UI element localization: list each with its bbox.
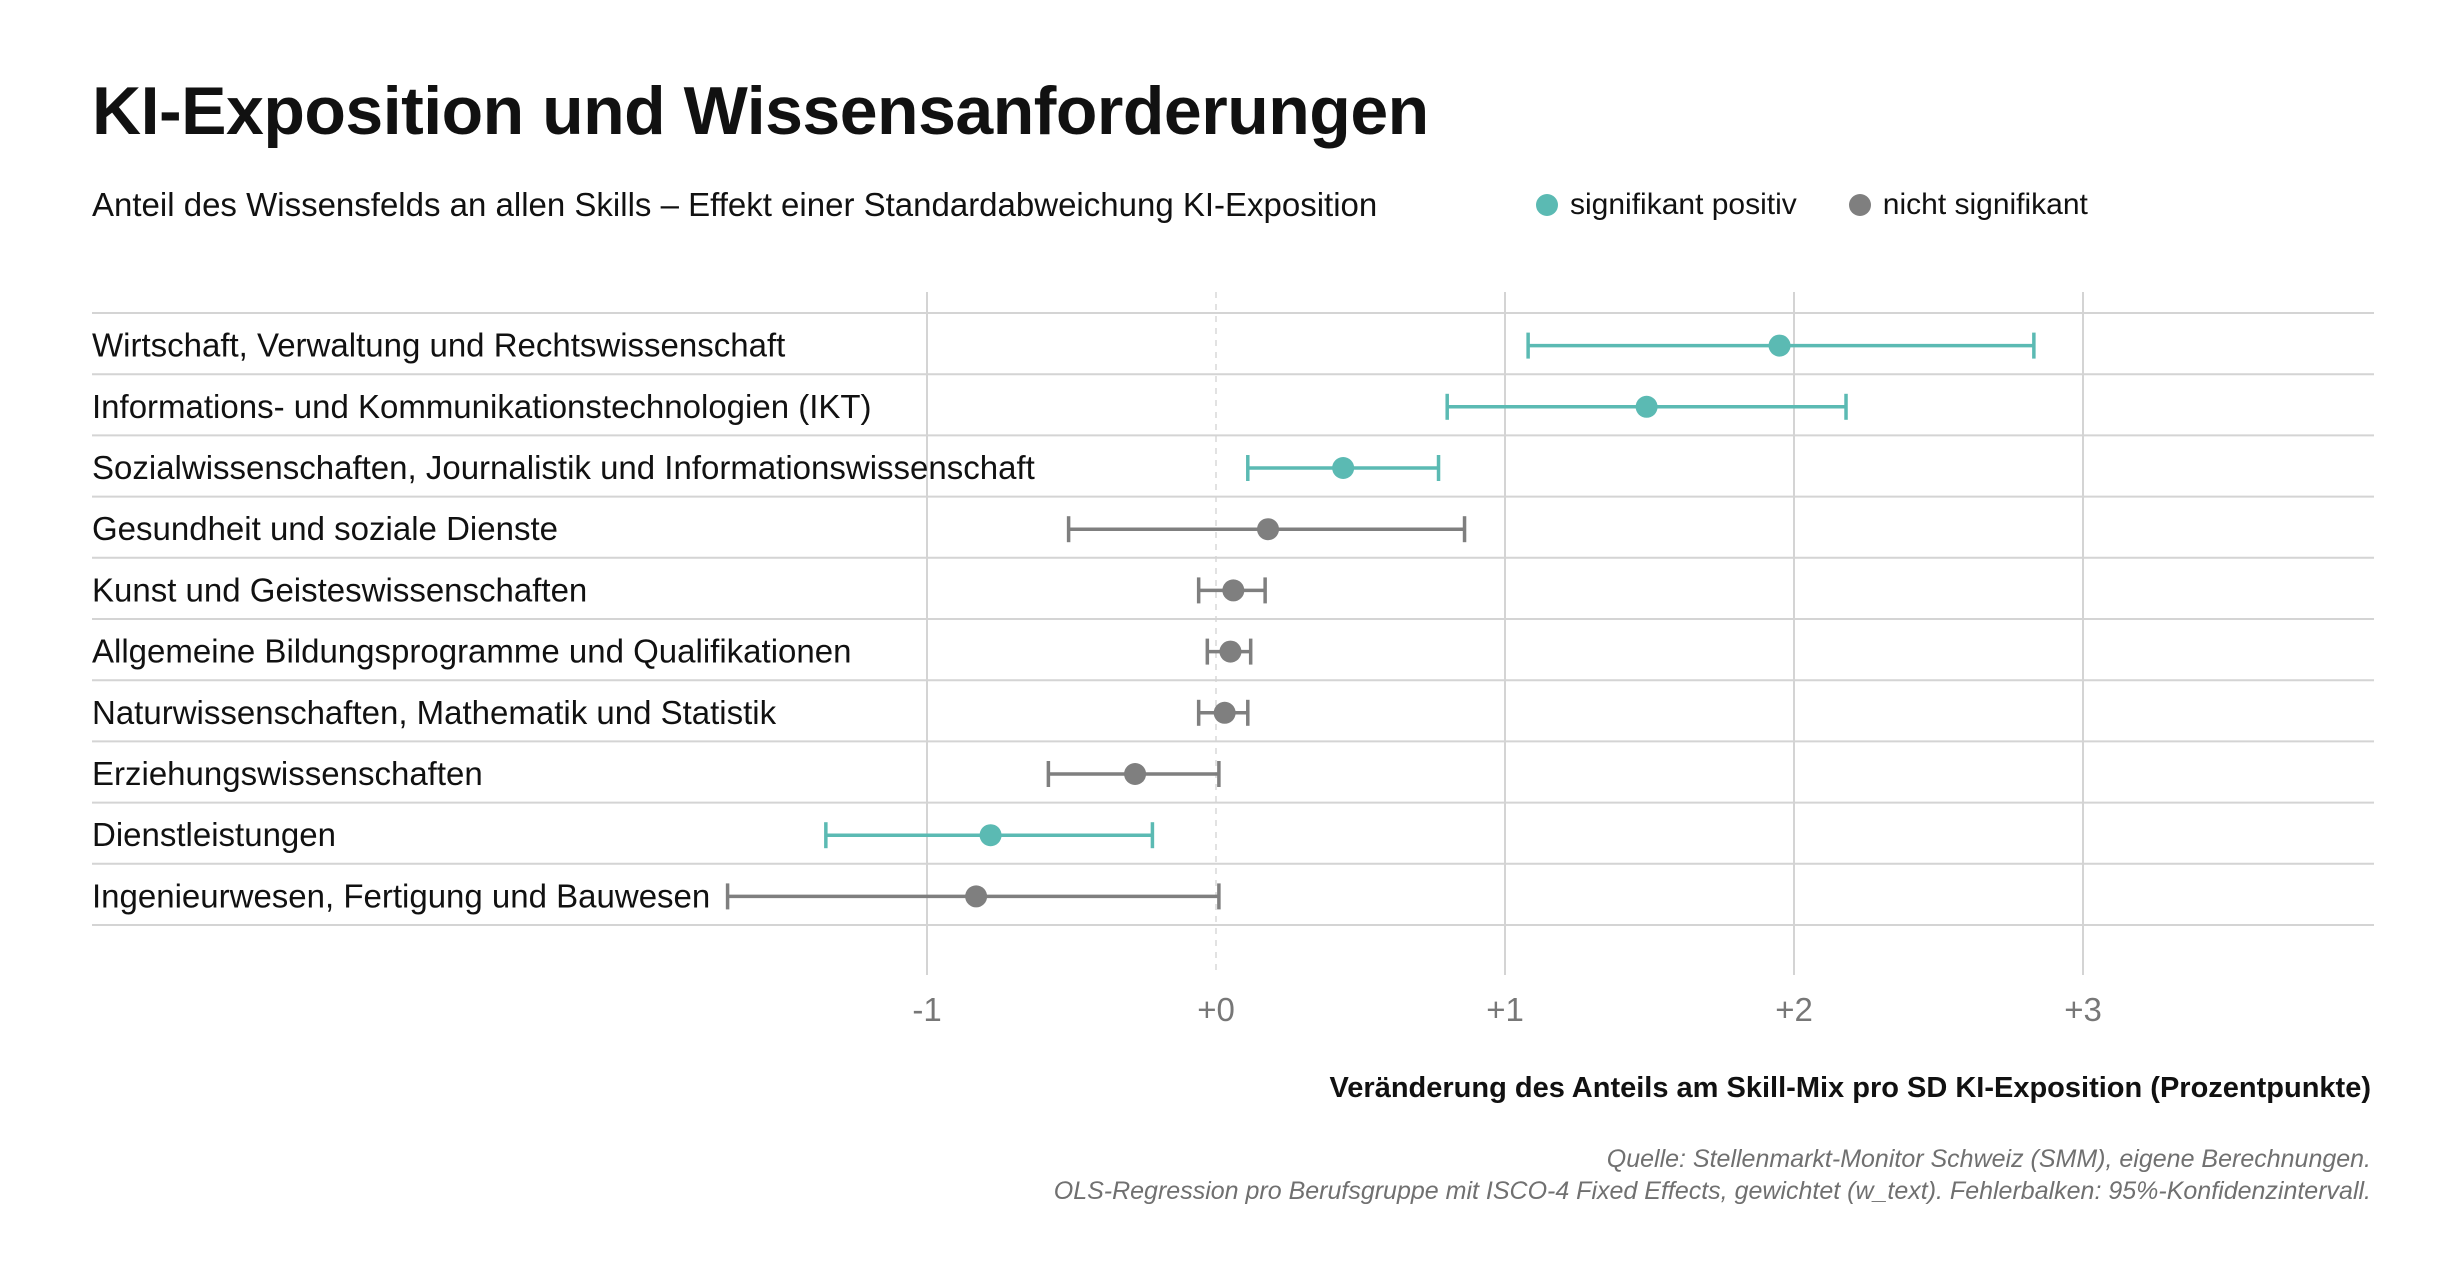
estimate-point [1332,457,1355,479]
legend-item-significant: signifikant positiv [1536,188,1797,222]
estimate-point [979,824,1002,847]
row-label: Allgemeine Bildungsprogramme und Qualifi… [92,633,851,670]
estimate-point [1124,763,1147,785]
x-tick-label: +3 [2064,991,2102,1028]
row-label: Kunst und Geisteswissenschaften [92,571,587,608]
row-label: Dienstleistungen [92,816,336,853]
estimate-point [1635,395,1658,418]
estimate-point [1768,334,1791,357]
estimate-point [1257,518,1280,541]
legend-label-not-significant: nicht signifikant [1882,188,2088,221]
x-tick-label: +1 [1486,991,1524,1028]
row-label: Erziehungswissenschaften [92,755,483,792]
estimate-point [965,885,988,908]
row-label: Naturwissenschaften, Mathematik und Stat… [92,694,777,731]
source-note: Quelle: Stellenmarkt-Monitor Schweiz (SM… [1606,1145,2371,1173]
x-axis-label: Veränderung des Anteils am Skill-Mix pro… [1329,1072,2371,1104]
x-tick-label: +0 [1197,991,1235,1028]
row-label: Informations- und Kommunikationstechnolo… [92,388,872,425]
legend-marker-not-significant [1848,194,1871,216]
estimate-point [1219,640,1242,663]
estimate-point [1213,701,1236,724]
legend: signifikant positiv nicht signifikant [1536,188,2140,222]
x-tick-label: +2 [1775,991,1813,1028]
method-note: OLS-Regression pro Berufsgruppe mit ISCO… [1053,1177,2371,1205]
chart-subtitle: Anteil des Wissensfelds an allen Skills … [92,186,1378,223]
estimate-point [1222,579,1245,602]
row-label: Ingenieurwesen, Fertigung und Bauwesen [92,877,710,914]
legend-item-not-significant: nicht signifikant [1848,188,2088,222]
row-label: Gesundheit und soziale Dienste [92,510,558,547]
x-tick-label: -1 [912,991,941,1028]
chart-title: KI-Exposition und Wissensanforderungen [92,73,1429,149]
legend-label-significant: signifikant positiv [1570,188,1797,221]
row-label: Wirtschaft, Verwaltung und Rechtswissens… [92,327,785,364]
row-label: Sozialwissenschaften, Journalistik und I… [92,449,1035,486]
legend-marker-significant [1536,194,1558,216]
